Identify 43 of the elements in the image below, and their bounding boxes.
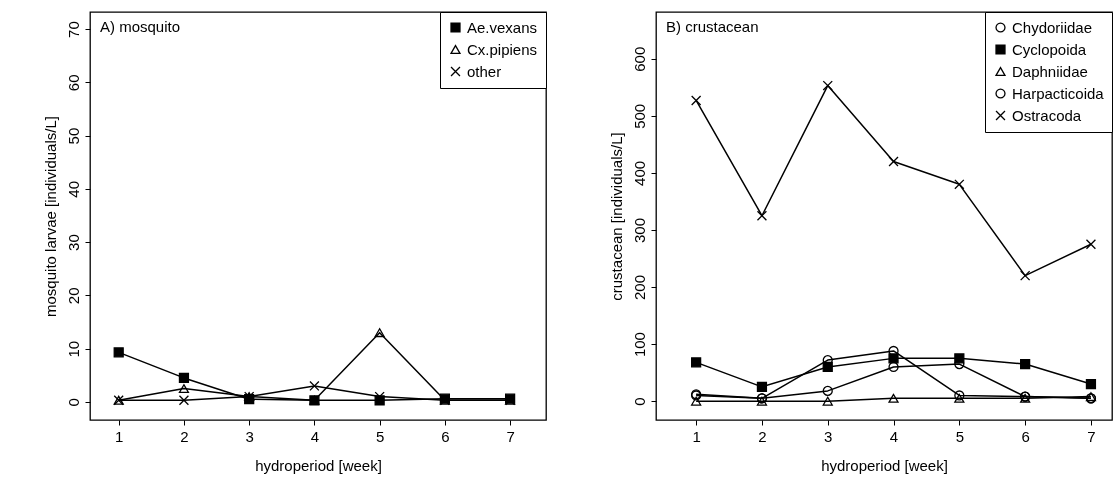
y-tick-label: 400 (630, 160, 648, 186)
x-tick-label: 5 (375, 427, 385, 445)
y-tick-label: 100 (630, 332, 648, 358)
y-axis-title: crustacean [individuals/L] (607, 132, 625, 301)
x-tick-label: 4 (310, 427, 320, 445)
x-tick-label: 6 (1021, 427, 1030, 445)
y-tick-label: 50 (64, 127, 82, 145)
legend-label: Harpacticoida (1012, 84, 1105, 102)
x-tick-label: 2 (758, 427, 767, 445)
y-tick-label: 70 (64, 21, 82, 38)
x-tick-label: 1 (115, 427, 124, 445)
x-tick-label: 1 (692, 427, 701, 445)
legend-label: Cx.pipiens (467, 40, 538, 58)
chart-title: B) crustacean (666, 18, 759, 35)
x-axis-title: hydroperiod [week] (255, 456, 382, 474)
y-tick-label: 60 (64, 74, 82, 92)
y-axis-title: mosquito larvae [individuals/L] (41, 116, 59, 317)
y-tick-label: 300 (630, 217, 648, 243)
x-tick-label: 7 (506, 427, 515, 445)
x-tick-label: 3 (245, 427, 254, 445)
legend-label: Cyclopoida (1012, 40, 1087, 58)
legend-label: Ae.vexans (467, 18, 538, 36)
x-tick-label: 4 (889, 427, 899, 445)
y-tick-label: 20 (64, 287, 82, 305)
x-tick-label: 6 (441, 427, 450, 445)
y-tick-label: 10 (64, 340, 82, 358)
x-axis-title: hydroperiod [week] (821, 456, 948, 474)
y-tick-label: 0 (64, 398, 82, 407)
y-tick-label: 200 (630, 275, 648, 301)
x-tick-label: 2 (180, 427, 189, 445)
y-tick-label: 0 (630, 397, 648, 406)
y-tick-label: 500 (630, 103, 648, 129)
x-tick-label: 7 (1087, 427, 1096, 445)
legend-label: Chydoriidae (1012, 18, 1093, 36)
legend-label: Ostracoda (1012, 106, 1082, 124)
x-tick-label: 5 (955, 427, 965, 445)
x-tick-label: 3 (824, 427, 833, 445)
y-tick-label: 600 (630, 46, 648, 72)
y-tick-label: 40 (64, 180, 82, 198)
y-tick-label: 30 (64, 234, 82, 251)
legend-label: other (467, 62, 502, 80)
chart-title: A) mosquito (100, 18, 181, 35)
legend-label: Daphniidae (1012, 62, 1088, 80)
